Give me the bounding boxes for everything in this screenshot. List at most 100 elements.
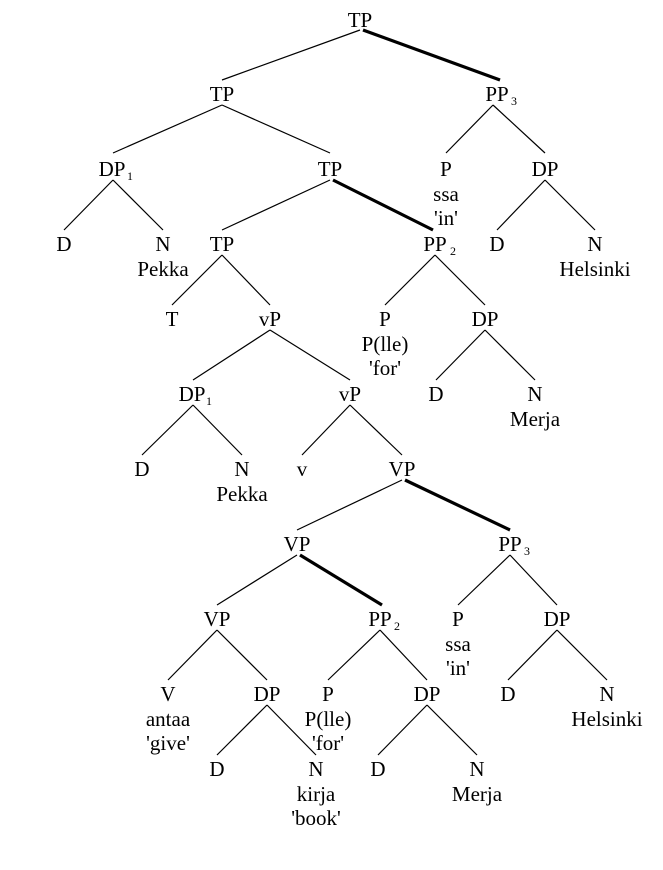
node-v-little: v <box>297 457 308 481</box>
branch-vp-mid-to-vp <box>349 404 403 456</box>
node-dp1-mid: DP <box>179 382 206 406</box>
word-merja-top: Merja <box>510 407 561 431</box>
node-dp-helsinki-top: DP <box>532 157 559 181</box>
node-pp2-bot-subscript: 2 <box>394 619 400 633</box>
branch-dp-to-d-merja <box>435 329 486 381</box>
branch-pp3-to-p <box>445 104 494 154</box>
node-d-kirja: D <box>209 757 224 781</box>
branch-dp-to-n-helsinki <box>544 179 596 231</box>
word-plle-top: P(lle) <box>362 332 409 356</box>
branch-vp-to-vp <box>269 329 351 381</box>
node-dp1-top-subscript: 1 <box>127 169 133 183</box>
branch-vp-mid2-to-pp2-double <box>299 553 383 607</box>
node-pp2-bot: PP <box>368 607 391 631</box>
branch-dp-to-n-merja <box>484 329 536 381</box>
node-pp3-bot: PP <box>498 532 521 556</box>
word-pekka-top: Pekka <box>137 257 189 281</box>
node-p-ssa-top: P <box>440 157 452 181</box>
gloss-book: 'book' <box>291 806 341 830</box>
branch-dp-bot-to-d-helsinki <box>507 629 558 681</box>
node-n-merja-bot: N <box>469 757 484 781</box>
branch-vp-low-to-dp <box>216 629 268 681</box>
gloss-in-top: 'in' <box>434 206 458 230</box>
tree-branches <box>63 28 608 756</box>
branch-dp1-mid-to-n <box>192 404 243 456</box>
tree-labels: TP TP PP 3 DP 1 TP P ssa 'in' DP D N Pek… <box>56 8 642 830</box>
branch-vp-to-dp1 <box>192 329 271 381</box>
branch-dp-to-d-helsinki <box>496 179 546 231</box>
branch-dp1-mid-to-d <box>141 404 194 456</box>
branch-pp2-to-p <box>384 254 436 306</box>
node-d-merja-bot: D <box>370 757 385 781</box>
word-pekka-mid: Pekka <box>216 482 268 506</box>
branch-vp-big-to-vp <box>296 479 403 531</box>
branch-tp-to-dp1 <box>112 104 223 154</box>
node-p-lle-bot: P <box>322 682 334 706</box>
node-n-merja-top: N <box>527 382 542 406</box>
gloss-give: 'give' <box>146 731 190 755</box>
branch-tp-to-vp <box>221 254 271 306</box>
node-tp-b: TP <box>318 157 343 181</box>
branch-pp3-bot-to-dp <box>509 554 558 606</box>
branch-tp-to-tp <box>221 104 331 154</box>
branch-dp-merja-bot-to-n <box>426 704 478 756</box>
branch-tp-root-to-tp <box>221 29 361 81</box>
branch-vp-big-to-pp3-double <box>404 478 511 532</box>
word-kirja: kirja <box>297 782 336 806</box>
node-tp-a: TP <box>210 82 235 106</box>
node-dp-helsinki-bot: DP <box>544 607 571 631</box>
gloss-for-bot: 'for' <box>312 731 344 755</box>
branch-pp2-to-dp <box>434 254 486 306</box>
word-antaa: antaa <box>146 707 191 731</box>
branch-dp1-to-n <box>112 179 164 231</box>
branch-vp-low-to-v <box>167 629 218 681</box>
gloss-for-top: 'for' <box>369 356 401 380</box>
branch-dp-bot-to-n-helsinki <box>556 629 608 681</box>
gloss-in-bot: 'in' <box>446 656 470 680</box>
branch-pp3-to-dp <box>492 104 546 154</box>
node-pp2-top-subscript: 2 <box>450 244 456 258</box>
node-dp1-top: DP <box>99 157 126 181</box>
word-ssa-top: ssa <box>433 182 459 206</box>
node-dp-merja-bot: DP <box>414 682 441 706</box>
node-n-helsinki-top: N <box>587 232 602 256</box>
word-helsinki-bot: Helsinki <box>571 707 642 731</box>
node-d-merja-top: D <box>428 382 443 406</box>
branch-dp1-to-d <box>63 179 114 231</box>
branch-dp-kirja-to-d <box>216 704 268 756</box>
branch-vp-mid2-to-vp <box>216 554 298 606</box>
branch-pp2-bot-to-dp <box>379 629 428 681</box>
branch-dp-merja-bot-to-d <box>377 704 428 756</box>
node-n-helsinki-bot: N <box>599 682 614 706</box>
branch-tp-to-pp2-double <box>332 178 434 232</box>
word-ssa-bot: ssa <box>445 632 471 656</box>
node-p-ssa-bot: P <box>452 607 464 631</box>
branch-tp-root-to-pp3-double <box>362 28 501 82</box>
node-t: T <box>166 307 179 331</box>
branch-vp-mid-to-v <box>301 404 351 456</box>
node-dp-merja-top: DP <box>472 307 499 331</box>
word-plle-bot: P(lle) <box>305 707 352 731</box>
branch-tp-to-t <box>171 254 223 306</box>
node-d-helsinki-top: D <box>489 232 504 256</box>
node-vp-little-mid: vP <box>339 382 361 406</box>
node-v-big: V <box>160 682 175 706</box>
word-merja-bot: Merja <box>452 782 503 806</box>
node-vp-little-top: vP <box>259 307 281 331</box>
word-helsinki-top: Helsinki <box>559 257 630 281</box>
node-d-mid: D <box>134 457 149 481</box>
node-n-mid: N <box>234 457 249 481</box>
node-dp1-mid-subscript: 1 <box>206 394 212 408</box>
node-vp-big-low: VP <box>204 607 231 631</box>
branch-dp-kirja-to-n <box>266 704 317 756</box>
node-p-lle-top: P <box>379 307 391 331</box>
node-vp-big-mid: VP <box>284 532 311 556</box>
node-dp-kirja: DP <box>254 682 281 706</box>
node-pp3-top-subscript: 3 <box>511 94 517 108</box>
node-n-kirja: N <box>308 757 323 781</box>
node-pp3-top: PP <box>485 82 508 106</box>
node-n-top1: N <box>155 232 170 256</box>
node-d-helsinki-bot: D <box>500 682 515 706</box>
branch-tp-to-tp-lower <box>221 179 331 231</box>
